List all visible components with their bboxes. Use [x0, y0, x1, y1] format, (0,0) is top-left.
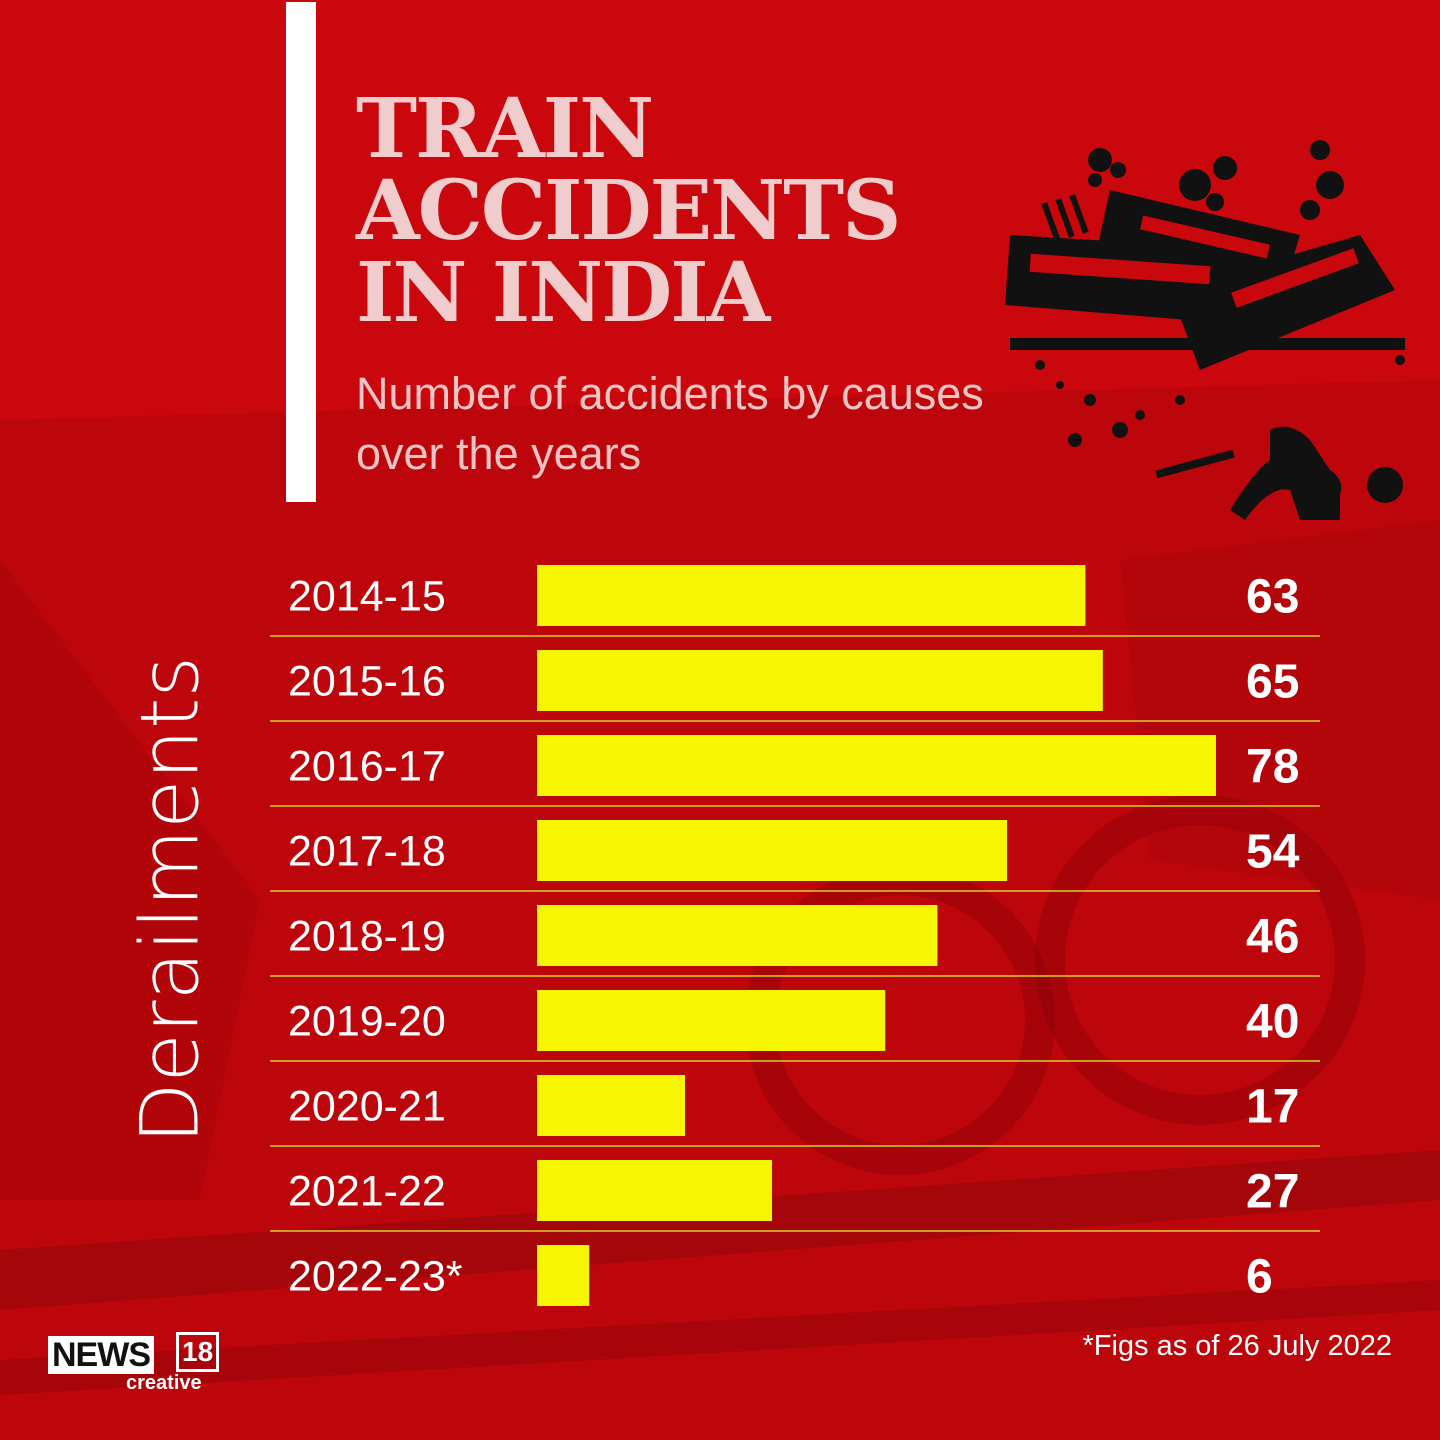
value-label: 63 [1246, 571, 1299, 624]
bar [537, 990, 886, 1051]
bar [537, 1160, 773, 1221]
footnote: *Figs as of 26 July 2022 [1082, 1330, 1392, 1362]
category-label: 2018-19 [288, 913, 446, 961]
value-label: 6 [1246, 1251, 1273, 1304]
accent-bar [286, 2, 316, 502]
bar [537, 1245, 590, 1306]
chart-title: TRAIN ACCIDENTS IN INDIA [356, 81, 901, 341]
category-label: 2017-18 [288, 828, 446, 876]
news18-logo: NEWS 18 creative [48, 1332, 220, 1394]
category-label: 2016-17 [288, 743, 446, 791]
bar [537, 735, 1216, 796]
value-label: 17 [1246, 1081, 1299, 1134]
category-label: 2019-20 [288, 998, 446, 1046]
category-label: 2022-23* [288, 1253, 463, 1301]
logo-news-text: NEWS [48, 1336, 154, 1374]
category-label: 2020-21 [288, 1083, 446, 1131]
bar [537, 1075, 685, 1136]
value-label: 65 [1246, 656, 1299, 709]
logo-number: 18 [176, 1332, 220, 1372]
bar [537, 650, 1103, 711]
value-label: 27 [1246, 1166, 1299, 1219]
value-label: 46 [1246, 911, 1299, 964]
value-label: 54 [1246, 826, 1300, 879]
bar [537, 905, 938, 966]
category-label: 2014-15 [288, 573, 446, 621]
value-label: 78 [1246, 741, 1299, 794]
train-crash-icon [1005, 140, 1405, 520]
value-label: 40 [1246, 996, 1299, 1049]
chart-subtitle: Number of accidents by causes over the y… [356, 368, 984, 479]
category-label: 2015-16 [288, 658, 446, 706]
bar [537, 820, 1008, 881]
category-label: 2021-22 [288, 1168, 446, 1216]
bar [537, 565, 1086, 626]
logo-tagline: creative [126, 1372, 202, 1394]
